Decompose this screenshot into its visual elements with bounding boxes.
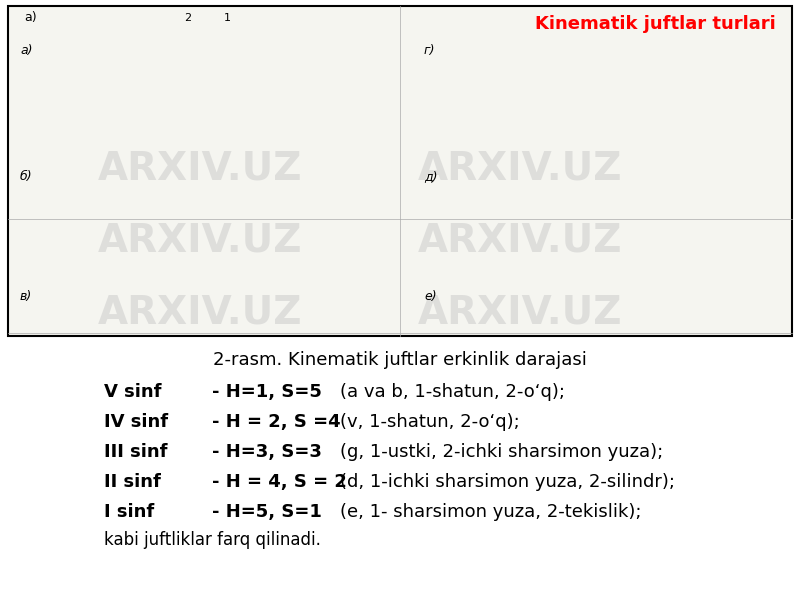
Text: ARXIV.UZ: ARXIV.UZ [418, 149, 622, 187]
FancyBboxPatch shape [8, 6, 792, 336]
Text: - H=3, S=3: - H=3, S=3 [212, 443, 322, 461]
Text: - H=5, S=1: - H=5, S=1 [212, 503, 322, 521]
Text: г): г) [424, 44, 435, 57]
Text: (g, 1-ustki, 2-ichki sharsimon yuza);: (g, 1-ustki, 2-ichki sharsimon yuza); [340, 443, 663, 461]
Text: kabi juftliklar farq qilinadi.: kabi juftliklar farq qilinadi. [104, 531, 321, 549]
Text: (v, 1-shatun, 2-o‘q);: (v, 1-shatun, 2-o‘q); [340, 413, 520, 431]
Text: ARXIV.UZ: ARXIV.UZ [98, 149, 302, 187]
Text: в): в) [20, 290, 32, 303]
Text: а): а) [24, 11, 37, 24]
Text: IV sinf: IV sinf [104, 413, 168, 431]
Text: б): б) [20, 170, 33, 183]
Text: III sinf: III sinf [104, 443, 167, 461]
Text: (a va b, 1-shatun, 2-o‘q);: (a va b, 1-shatun, 2-o‘q); [340, 383, 565, 401]
Text: I sinf: I sinf [104, 503, 154, 521]
Text: а): а) [20, 44, 33, 57]
Text: ARXIV.UZ: ARXIV.UZ [98, 293, 302, 331]
Text: II sinf: II sinf [104, 473, 161, 491]
Text: 2: 2 [184, 13, 191, 23]
Text: - H = 4, S = 2: - H = 4, S = 2 [212, 473, 347, 491]
Text: ARXIV.UZ: ARXIV.UZ [98, 221, 302, 259]
Text: ARXIV.UZ: ARXIV.UZ [418, 221, 622, 259]
Text: ARXIV.UZ: ARXIV.UZ [418, 293, 622, 331]
Text: (e, 1- sharsimon yuza, 2-tekislik);: (e, 1- sharsimon yuza, 2-tekislik); [340, 503, 642, 521]
Text: е): е) [424, 290, 437, 303]
Text: д): д) [424, 170, 438, 183]
Text: 2-rasm. Kinematik juftlar erkinlik darajasi: 2-rasm. Kinematik juftlar erkinlik daraj… [213, 351, 587, 369]
Text: - H = 2, S =4: - H = 2, S =4 [212, 413, 341, 431]
Text: V sinf: V sinf [104, 383, 162, 401]
Text: - H=1, S=5: - H=1, S=5 [212, 383, 322, 401]
Text: (d, 1-ichki sharsimon yuza, 2-silindr);: (d, 1-ichki sharsimon yuza, 2-silindr); [340, 473, 675, 491]
Text: Kinematik juftlar turlari: Kinematik juftlar turlari [535, 15, 776, 33]
Text: 1: 1 [224, 13, 231, 23]
